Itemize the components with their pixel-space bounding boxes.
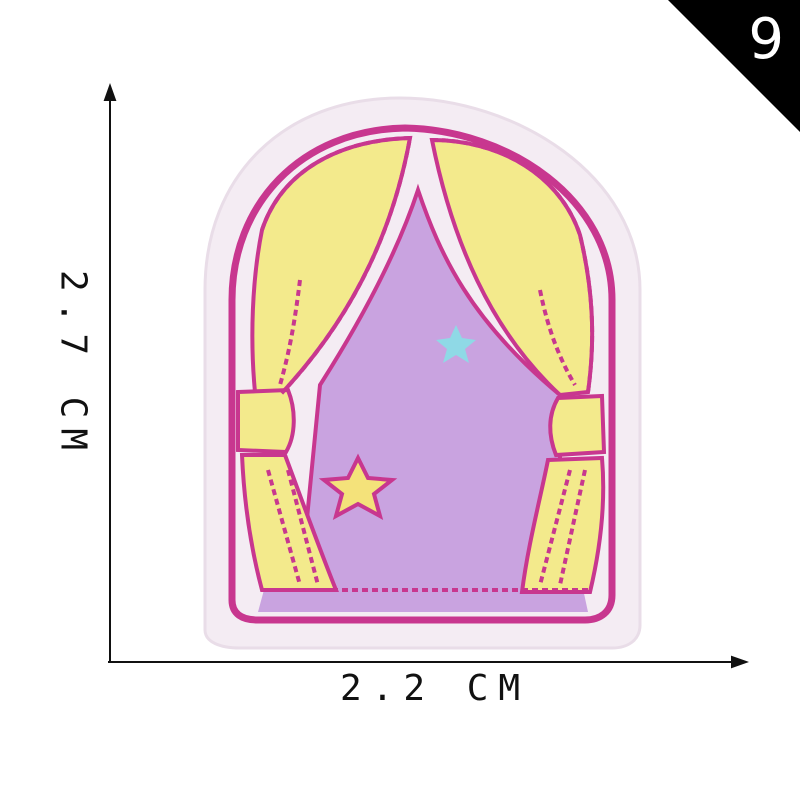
vertical-arrowhead [103, 83, 117, 101]
stitch-right-curtain [431, 138, 595, 393]
patch-outline [228, 124, 616, 624]
yellow-star [318, 453, 398, 521]
dimension-arrows [103, 83, 749, 669]
right-curtain-tie [548, 393, 607, 458]
stitch-left-curtain [260, 135, 413, 397]
left-curtain-tie [236, 387, 296, 455]
corner-badge [668, 0, 800, 132]
horizontal-arrowhead [731, 655, 749, 669]
corner-badge-triangle [668, 0, 800, 132]
stage-floor [258, 575, 588, 612]
cyan-star [436, 325, 476, 363]
stitch-right-fold [538, 289, 577, 387]
stitch-left-fold [278, 279, 302, 386]
width-label: 2.2 CM [340, 668, 531, 709]
height-label: 2.7 CM [52, 269, 94, 461]
right-curtain-lower [519, 455, 606, 594]
variant-number: 9 [748, 7, 784, 72]
